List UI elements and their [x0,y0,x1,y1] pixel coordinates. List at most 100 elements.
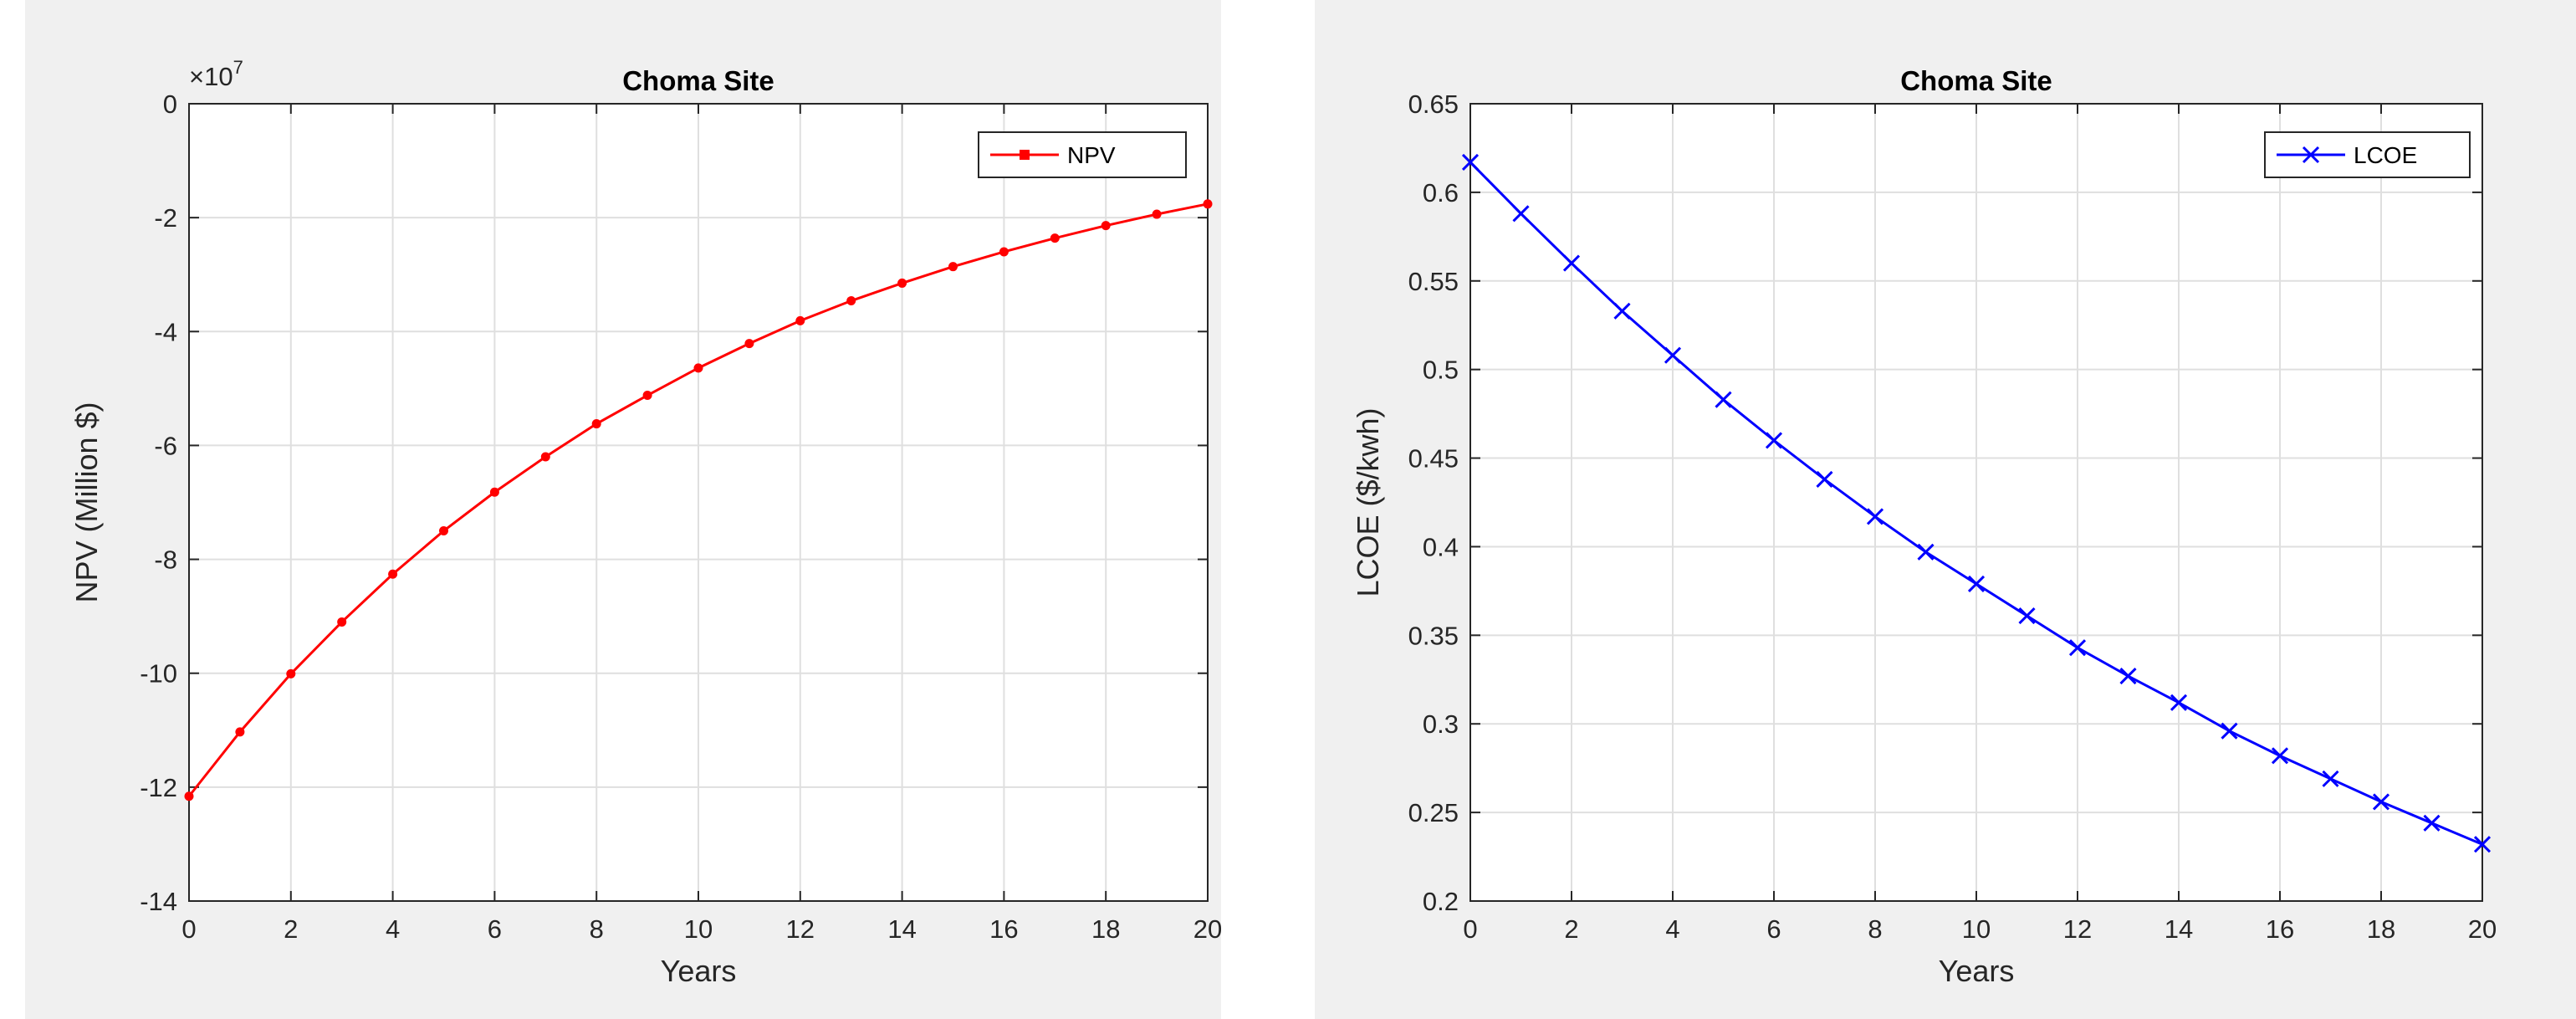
lcoe-data-point [2068,639,2087,657]
lcoe-x-tick-label: 8 [1868,914,1882,944]
lcoe-x-tick-label: 20 [2468,914,2497,944]
npv-y-tick-label: -4 [154,317,177,346]
lcoe-legend-marker [2302,146,2320,164]
npv-data-point [388,569,398,579]
npv-y-tick-label: -10 [140,659,177,689]
lcoe-chart: 0 2 4 6 8 10 12 14 16 18 20 0.2 0.25 0.3 0.35 0.4 0.45 0.… [1351,65,2497,988]
npv-legend-label: NPV [1067,142,1116,168]
lcoe-marker-stroke [2018,607,2036,625]
lcoe-data-point [1917,543,1935,561]
lcoe-x-tick-label: 2 [1564,914,1578,944]
npv-x-axis-label: Years [661,954,737,988]
npv-data-point [439,526,448,536]
npv-data-point [642,391,652,401]
npv-data-point [540,452,550,462]
npv-chart-title: Choma Site [622,65,774,96]
lcoe-y-tick-label: 0.5 [1423,356,1459,385]
lcoe-y-tick-label: 0.3 [1423,709,1459,739]
npv-data-point [897,278,907,288]
lcoe-legend: LCOE [2264,131,2471,178]
lcoe-x-tick-label: 12 [2063,914,2092,944]
lcoe-x-tick-label: 0 [1463,914,1477,944]
npv-x-tick-label: 20 [1193,914,1221,944]
npv-legend-marker [1020,150,1030,160]
lcoe-x-tick-label: 18 [2367,914,2395,944]
npv-x-tick-label: 6 [488,914,502,944]
lcoe-marker-stroke [2119,667,2137,685]
npv-y-tick-label: -8 [154,545,177,575]
lcoe-marker-stroke [2221,722,2238,740]
chart-figure-npv: 0 2 4 6 8 10 12 14 16 18 20 0 -2 -4 -6 -8 -10 -12 -14 ×107 C… [25,0,1221,1019]
npv-legend: NPV [978,131,1187,178]
lcoe-data-point [1967,575,1986,592]
npv-data-point [1050,233,1060,243]
npv-data-point [184,791,194,801]
npv-x-tick-label: 14 [887,914,916,944]
npv-data-point [1101,221,1111,231]
lcoe-x-axis-label: Years [1939,954,2015,988]
lcoe-data-point [2322,770,2339,787]
lcoe-marker-stroke [1816,470,1833,489]
npv-x-tick-label: 4 [386,914,400,944]
npv-x-tick-label: 12 [786,914,815,944]
lcoe-y-tick-label: 0.25 [1408,798,1459,827]
lcoe-x-tick-label: 6 [1766,914,1781,944]
lcoe-data-point [1715,391,1732,408]
npv-data-point [795,315,805,325]
lcoe-data-point [1613,302,1631,320]
lcoe-marker-stroke [1461,153,1480,171]
lcoe-y-tick-label: 0.35 [1408,621,1459,650]
lcoe-data-point [2473,836,2492,853]
npv-y-exponent-base: ×10 [189,62,233,91]
npv-data-point [693,363,703,373]
npv-y-exponent-label: ×107 [189,57,243,91]
npv-data-point [235,727,245,737]
npv-y-axis-label: NPV (Million $) [69,402,104,602]
lcoe-data-point [1866,508,1884,525]
lcoe-y-tick-label: 0.6 [1423,178,1459,207]
lcoe-data-point [1765,432,1783,449]
lcoe-marker-stroke [2170,694,2188,711]
npv-y-tick-label: -12 [140,773,177,802]
lcoe-y-axis-label: LCOE ($/kwh) [1351,407,1385,597]
lcoe-marker-stroke [1562,254,1581,272]
npv-data-point [948,262,958,272]
lcoe-data-point [1664,346,1682,364]
npv-y-tick-label: 0 [163,90,177,119]
npv-y-tick-label: -2 [154,203,177,233]
npv-data-point [846,296,856,306]
npv-x-tick-label: 0 [181,914,196,944]
lcoe-marker-stroke [2322,770,2339,787]
lcoe-data-point [1461,153,1480,171]
lcoe-x-tick-label: 14 [2165,914,2193,944]
lcoe-data-point [2119,667,2137,685]
lcoe-y-tick-label: 0.4 [1423,532,1459,561]
lcoe-marker-stroke [2473,836,2492,853]
npv-x-tick-label: 16 [989,914,1018,944]
npv-x-tick-label: 18 [1091,914,1120,944]
lcoe-marker-stroke [1917,543,1935,561]
lcoe-marker-stroke [2372,793,2390,811]
lcoe-data-point [2271,747,2289,765]
npv-data-point [591,419,601,429]
lcoe-legend-label: LCOE [2354,142,2417,168]
npv-y-exponent-power: 7 [233,57,243,78]
npv-data-point [1203,199,1213,209]
lcoe-marker-stroke [1765,432,1783,449]
lcoe-marker-stroke [1664,346,1682,364]
lcoe-y-tick-label: 0.2 [1423,887,1459,916]
lcoe-y-tick-label: 0.55 [1408,267,1459,296]
lcoe-data-point [2372,793,2390,811]
lcoe-marker-stroke [2068,639,2087,657]
lcoe-marker-stroke [2271,747,2289,765]
npv-y-tick-label: -14 [140,887,177,916]
npv-data-point [999,247,1009,257]
lcoe-data-point [2018,607,2036,625]
lcoe-chart-title: Choma Site [1900,65,2052,96]
npv-data-point [489,487,499,497]
lcoe-marker-stroke [1715,391,1732,408]
lcoe-marker-stroke [1866,508,1884,525]
chart-figure-lcoe: 0 2 4 6 8 10 12 14 16 18 20 0.2 0.25 0.3 0.35 0.4 0.45 0.… [1315,0,2576,1019]
npv-y-tick-label: -6 [154,431,177,460]
lcoe-marker-stroke [1967,575,1986,592]
